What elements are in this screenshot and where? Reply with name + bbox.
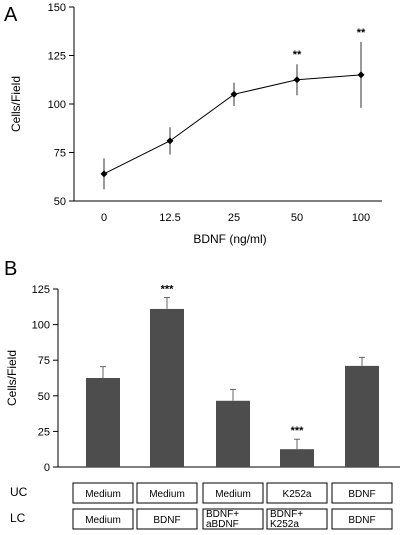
panel-b-significance: ***	[161, 284, 175, 296]
panel-b-y-tick-label: 50	[38, 391, 50, 403]
panel-b-bar	[280, 449, 314, 467]
panel-a-y-tick-label: 75	[54, 148, 66, 160]
panel-a-series-line	[103, 74, 362, 175]
lc-row-label: LC	[10, 511, 26, 525]
lc-condition: BDNF+ aBDNF	[206, 509, 239, 530]
panel-b-significance: ***	[291, 425, 305, 437]
panel-a: A 50 75 100 125 150 0 12.5 25 50 100 ** ** Cells/…	[4, 2, 382, 246]
panel-b-marks: *** ***	[86, 284, 379, 467]
uc-row-label: UC	[10, 485, 28, 499]
lc-condition-box	[136, 508, 198, 530]
uc-condition-box	[72, 482, 134, 504]
uc-condition: Medium	[85, 489, 121, 500]
panel-a-x-tick-label: 100	[352, 212, 370, 224]
uc-condition: K252a	[283, 489, 312, 500]
panel-a-y-tick-label: 150	[48, 2, 66, 14]
lc-condition: BDNF+ K252a	[270, 509, 303, 530]
panel-a-data-point	[230, 90, 238, 98]
panel-a-y-tick-label: 50	[54, 196, 66, 208]
panel-b-y-tick-label: 75	[38, 355, 50, 367]
panel-b: B 0 25 50 75 100 125 *** *** Cells/Field UC LC…	[4, 258, 400, 530]
panel-b-y-tick-label: 100	[32, 320, 50, 332]
panel-a-significance: **	[357, 27, 366, 39]
lc-condition-box	[72, 508, 134, 530]
panel-a-data-point	[293, 76, 301, 84]
panel-a-x-tick-label: 12.5	[159, 212, 180, 224]
panel-a-letter: A	[4, 4, 18, 26]
panel-a-data-point	[100, 170, 108, 178]
uc-condition: BDNF	[348, 489, 375, 500]
panel-b-bar	[345, 365, 379, 467]
panel-a-y-tick-label: 100	[48, 99, 66, 111]
panel-a-y-ticks: 50 75 100 125 150	[48, 2, 74, 208]
panel-b-y-label: Cells/Field	[5, 350, 19, 406]
panel-a-x-tick-label: 25	[228, 212, 240, 224]
lc-condition-box	[266, 508, 328, 530]
panel-a-x-label: BDNF (ng/ml)	[193, 232, 266, 246]
uc-condition-box	[266, 482, 328, 504]
panel-a-data-point	[357, 71, 365, 79]
condition-table: Medium Medium Medium K252a BDNF Medium BDNF BDN…	[72, 482, 393, 530]
panel-b-bar	[216, 400, 250, 467]
panel-b-letter: B	[4, 258, 17, 280]
panel-b-y-tick-label: 25	[38, 426, 50, 438]
uc-condition: Medium	[215, 489, 251, 500]
panel-b-y-tick-label: 125	[32, 284, 50, 296]
panel-a-significance: **	[293, 49, 302, 61]
lc-condition: Medium	[85, 515, 121, 526]
panel-b-bar	[86, 378, 120, 467]
uc-condition: Medium	[149, 489, 185, 500]
lc-condition-box	[202, 508, 264, 530]
lc-condition-box	[331, 508, 393, 530]
lc-condition: BDNF	[153, 515, 180, 526]
uc-condition-box	[136, 482, 198, 504]
uc-condition-box	[202, 482, 264, 504]
panel-a-marks: ** **	[100, 27, 366, 190]
panel-b-bar	[150, 308, 184, 467]
panel-a-data-point	[166, 137, 174, 145]
lc-condition: BDNF	[348, 515, 375, 526]
panel-a-x-tick-label: 0	[101, 212, 107, 224]
panel-a-y-label: Cells/Field	[9, 76, 23, 132]
panel-a-x-ticks: 0 12.5 25 50 100	[101, 212, 370, 224]
panel-b-y-tick-label: 0	[44, 462, 50, 474]
panel-a-y-tick-label: 125	[48, 51, 66, 63]
panel-b-y-ticks: 0 25 50 75 100 125	[32, 284, 58, 474]
panel-a-x-tick-label: 50	[291, 212, 303, 224]
uc-condition-box	[331, 482, 393, 504]
